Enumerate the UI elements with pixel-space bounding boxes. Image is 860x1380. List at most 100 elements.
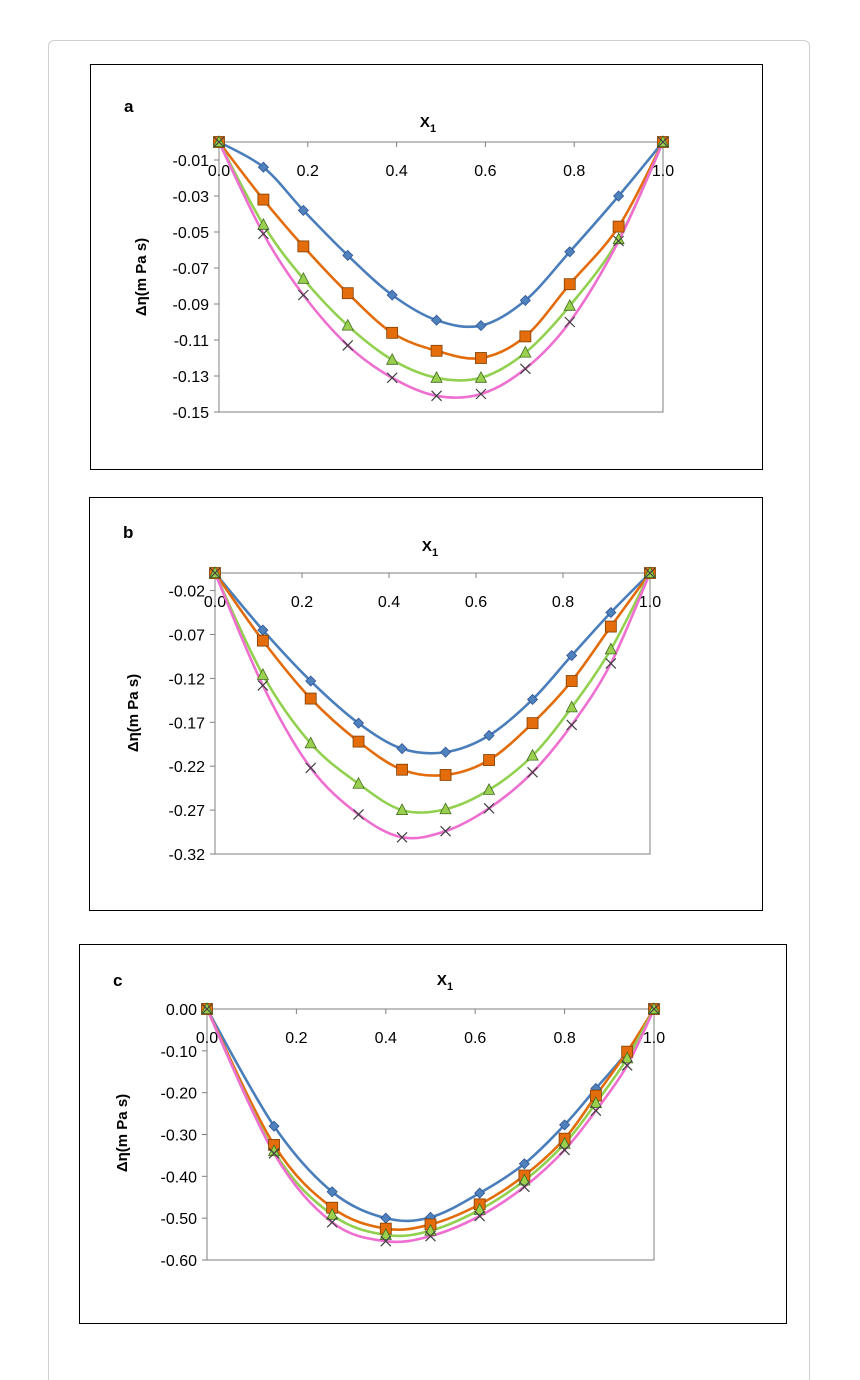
x-tick-label: 0.2 [291,594,313,611]
data-point [341,318,354,331]
data-point [589,1096,603,1109]
data-point [386,372,398,384]
x-tick-label: 0.4 [375,1030,397,1047]
data-point [396,743,408,755]
data-point [341,287,354,300]
data-point [380,1235,392,1247]
data-point [604,642,618,655]
data-point [395,803,409,815]
data-point [518,1181,530,1193]
y-axis-title: Δη(m Pa s) [114,1094,131,1172]
series-line [205,1008,656,1232]
x-tick-label: 0.4 [385,163,407,180]
x-tick-label: 1.0 [639,594,661,611]
data-point [439,769,452,781]
data-point [213,136,225,148]
data-point [565,700,578,713]
data-point [430,314,443,326]
data-point [396,831,408,843]
data-point [605,658,617,669]
y-tick-label: -0.60 [161,1253,198,1270]
data-point [430,370,443,383]
x-tick-label: 0.8 [563,163,585,180]
x-tick-label: 1.0 [652,163,674,180]
y-tick-label: -0.15 [173,405,210,422]
y-tick-label: -0.32 [169,847,206,864]
data-point [385,352,399,365]
y-tick-label: -0.40 [161,1169,198,1186]
series-line [205,1008,656,1244]
series-line [205,1008,656,1223]
chart-panel-c: 0.0 0.2 0.4 0.6 0.8 1.0 0.00 -0.10 -0.20 -0.30 -0.… [79,944,787,1324]
data-point [565,675,578,687]
data-point [305,762,317,774]
x-tick-label: 0.0 [204,594,226,611]
data-point [257,161,269,173]
data-point [342,249,354,261]
data-point [257,228,269,240]
data-point [297,271,310,284]
data-point [325,1207,339,1220]
x-axis-title: X1 [437,972,453,993]
data-point [526,748,539,761]
data-point [475,352,487,364]
x-axis-title: X1 [420,114,436,135]
x-tick-label: 0.6 [474,163,496,180]
data-point [268,1120,280,1132]
data-point [526,717,539,730]
data-point [527,766,538,778]
x-tick-label: 0.2 [297,163,319,180]
x-tick-label: 0.8 [552,594,574,611]
data-point [604,620,617,633]
chart-svg: 0.0 0.2 0.4 0.6 0.8 1.0 0.00 -0.10 -0.20 -0.30 -0.… [113,971,665,1270]
data-point [257,217,270,230]
data-point [566,649,578,662]
data-point [558,1136,571,1149]
data-point [201,1003,213,1015]
data-point [342,339,354,351]
data-point [304,692,317,705]
x-tick-label: 1.0 [643,1030,665,1047]
data-point [326,1186,338,1198]
series-line [213,572,652,840]
data-point [256,634,269,647]
data-point [473,1202,486,1215]
series-line [218,140,665,329]
y-tick-label: -0.30 [161,1128,198,1145]
series-line [213,572,652,777]
data-point [304,736,317,749]
data-point [519,294,531,306]
data-point [352,717,365,729]
plot-area [218,141,664,413]
y-tick-label: -0.17 [169,715,206,732]
data-point [644,567,656,579]
panel-label: c [113,971,122,990]
x-tick-label: 0.0 [208,163,230,180]
x-tick-label: 0.6 [464,1030,486,1047]
data-point [326,1216,338,1228]
y-axis-title: Δη(m Pa s) [133,238,150,316]
data-point [483,802,495,814]
x-tick-label: 0.0 [196,1030,218,1047]
data-point [613,190,625,202]
data-point [559,1144,571,1156]
y-tick-label: -0.07 [173,261,210,278]
data-point [352,735,365,748]
data-point [256,668,270,680]
x-tick-label: 0.4 [378,594,400,611]
y-tick-label: 0.00 [166,1002,197,1019]
y-tick-label: -0.10 [161,1044,198,1061]
data-point [563,278,576,291]
data-point [396,763,408,776]
x-tick-label: 0.8 [553,1030,575,1047]
y-tick-label: -0.09 [173,297,210,314]
data-point [257,193,270,206]
chart-svg: 0.0 0.2 0.4 0.6 0.8 1.0 -0.02 -0.07 -0.12 -0.17 -0… [123,523,661,864]
data-point [566,719,578,731]
data-point [305,675,317,687]
x-axis-title: X1 [422,538,438,559]
y-tick-label: -0.05 [173,225,210,242]
chart-panel-a: 0.0 0.2 0.4 0.6 0.8 1.0 -0.01 -0.03 -0.05 -0.07 -0… [90,64,763,470]
chart-panel-b: 0.0 0.2 0.4 0.6 0.8 1.0 -0.02 -0.07 -0.12 -0.17 -0… [89,497,763,911]
data-point [519,330,532,343]
